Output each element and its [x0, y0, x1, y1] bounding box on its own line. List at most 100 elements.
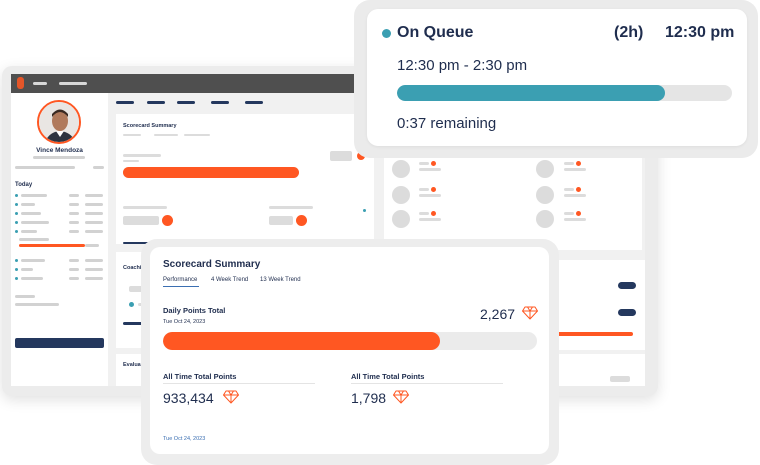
nav-placeholder[interactable] [33, 82, 47, 85]
sidebar: Vince Mendoza Today [11, 93, 108, 386]
text-placeholder [123, 160, 139, 162]
all-time-total-label: All Time Total Points [163, 372, 237, 381]
status-dot [15, 230, 18, 233]
progress-placeholder [551, 332, 633, 336]
app-logo [17, 77, 24, 89]
list-item [69, 277, 79, 280]
list-item[interactable] [21, 194, 47, 197]
status-dot [363, 209, 366, 212]
list-item [69, 259, 79, 262]
scorecard-summary-panel: Scorecard Summary Performance 4 Week Tre… [150, 247, 549, 454]
text-placeholder [564, 194, 586, 197]
daily-points-value: 2,267 [480, 306, 516, 322]
text-placeholder [419, 162, 429, 165]
diamond-icon [522, 306, 538, 320]
list-item [85, 259, 103, 262]
text-placeholder [123, 154, 161, 157]
list-item [85, 268, 103, 271]
queue-duration: (2h) [614, 24, 644, 41]
list-item[interactable] [21, 221, 49, 224]
avatar[interactable] [392, 210, 410, 228]
tab-placeholder[interactable] [154, 134, 178, 136]
progress-fill-placeholder [123, 167, 299, 178]
avatar[interactable] [536, 160, 554, 178]
queue-status-panel: On Queue (2h) 12:30 pm 12:30 pm - 2:30 p… [367, 9, 747, 146]
status-dot [15, 268, 18, 271]
text-placeholder [19, 238, 49, 241]
daily-points-progress-track [163, 332, 537, 350]
list-item [69, 203, 79, 206]
daily-points-date: Tue Oct 24, 2023 [163, 319, 206, 325]
nav-placeholder[interactable] [245, 101, 263, 104]
text-placeholder [564, 162, 574, 165]
nav-placeholder[interactable] [147, 101, 165, 104]
list-item[interactable] [21, 230, 37, 233]
sidebar-action-button[interactable] [15, 338, 104, 348]
list-item [85, 230, 103, 233]
profile-name: Vince Mendoza [36, 147, 83, 154]
text-placeholder [15, 295, 35, 298]
avatar[interactable] [37, 100, 81, 144]
list-item [85, 221, 103, 224]
queue-status-dot [382, 29, 391, 38]
value-placeholder [123, 216, 159, 225]
tab-placeholder[interactable] [123, 134, 141, 136]
queue-start-time: 12:30 pm [665, 24, 735, 41]
list-item [69, 212, 79, 215]
list-item[interactable] [21, 203, 35, 206]
sidebar-section-title: Today [15, 182, 33, 188]
queue-status: On Queue [397, 24, 474, 41]
text-placeholder [564, 212, 574, 215]
daily-points-progress-fill [163, 332, 440, 350]
status-dot [15, 194, 18, 197]
background-team-panel [384, 150, 642, 250]
link-placeholder[interactable] [123, 242, 153, 244]
background-evaluations-title: Evalua [123, 362, 141, 368]
value-placeholder [610, 376, 630, 382]
text-placeholder [419, 188, 429, 191]
scorecard-title: Scorecard Summary [163, 259, 261, 270]
avatar-image [39, 102, 79, 142]
text-placeholder [419, 194, 441, 197]
status-dot [15, 203, 18, 206]
profile-subtitle-placeholder [33, 156, 85, 159]
list-item[interactable] [21, 277, 43, 280]
tab-placeholder[interactable] [184, 134, 210, 136]
text-placeholder [123, 206, 167, 209]
list-item[interactable] [21, 268, 33, 271]
queue-progress-track [397, 85, 732, 101]
list-item [69, 221, 79, 224]
tab-4-week-trend[interactable]: 4 Week Trend [211, 277, 249, 283]
queue-remaining: 0:37 remaining [397, 115, 497, 132]
avatar[interactable] [536, 210, 554, 228]
nav-placeholder[interactable] [211, 101, 229, 104]
status-dot [431, 187, 436, 192]
nav-placeholder[interactable] [116, 101, 134, 104]
value-placeholder [269, 216, 293, 225]
link-placeholder[interactable] [123, 322, 145, 325]
divider [163, 383, 315, 384]
avatar[interactable] [392, 186, 410, 204]
avatar[interactable] [536, 186, 554, 204]
background-scorecard-panel: Scorecard Summary [116, 114, 374, 244]
text-placeholder [15, 303, 59, 306]
text-placeholder [564, 168, 586, 171]
tab-performance[interactable]: Performance [163, 277, 198, 283]
list-item[interactable] [21, 259, 45, 262]
diamond-icon [393, 390, 409, 404]
value-placeholder [330, 151, 352, 161]
all-time-total-value: 1,798 [351, 390, 387, 406]
all-time-total-label: All Time Total Points [351, 372, 425, 381]
tab-13-week-trend[interactable]: 13 Week Trend [260, 277, 301, 283]
text-placeholder [269, 206, 313, 209]
status-dot [576, 211, 581, 216]
status-dot [15, 221, 18, 224]
nav-placeholder[interactable] [59, 82, 87, 85]
progress-placeholder [85, 244, 99, 247]
status-dot [431, 161, 436, 166]
avatar[interactable] [392, 160, 410, 178]
background-summary-panel [551, 260, 645, 350]
nav-placeholder[interactable] [177, 101, 195, 104]
list-item[interactable] [21, 212, 41, 215]
list-item [85, 212, 103, 215]
